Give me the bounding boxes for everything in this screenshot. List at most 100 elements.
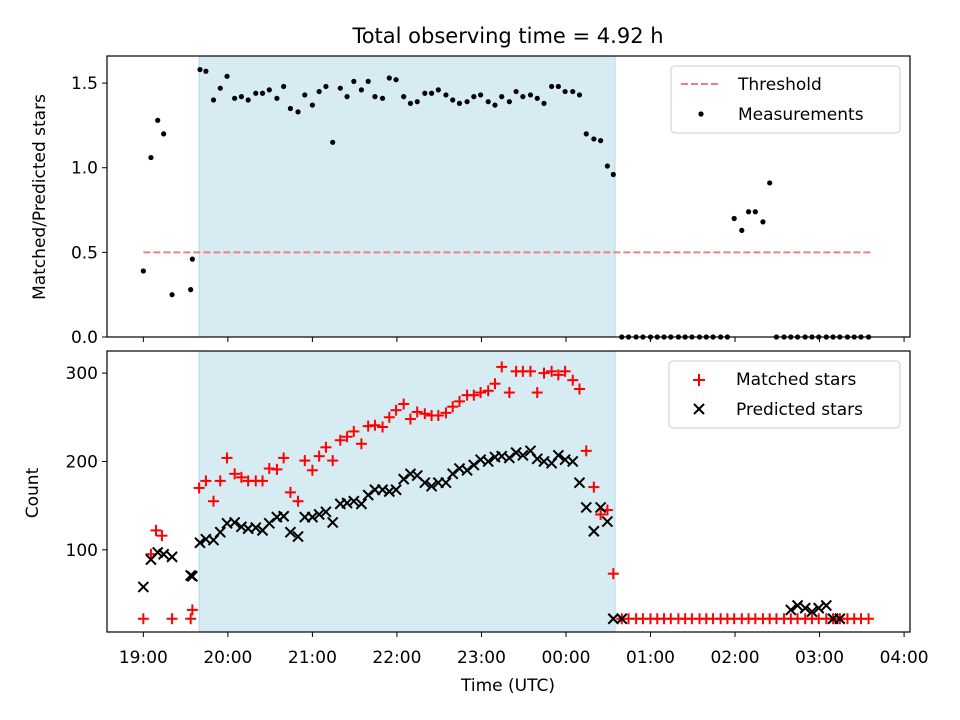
matched-star-point: [453, 395, 465, 407]
measurement-point: [344, 94, 350, 100]
x-tick-label: 20:00: [203, 648, 252, 668]
matched-star-point: [229, 468, 241, 480]
matched-star-point: [447, 401, 459, 413]
observing-window-shade: [198, 350, 616, 633]
predicted-star-point: [306, 511, 319, 523]
predicted-star-point: [482, 455, 494, 468]
measurement-point: [337, 85, 343, 91]
x-tick-label: 02:00: [711, 648, 760, 668]
measurement-point: [316, 88, 322, 95]
matched-star-point: [607, 568, 619, 580]
measurement-point: [739, 227, 745, 233]
predicted-star-point: [157, 548, 170, 560]
measurement-point: [217, 85, 223, 91]
measurement-point: [499, 94, 505, 100]
y-tick-label: 1.0: [71, 159, 98, 179]
predicted-star-point: [228, 516, 241, 529]
measurement-point: [541, 100, 547, 106]
measurement-point: [330, 139, 336, 145]
predicted-star-point: [517, 449, 529, 461]
x-tick-label: 23:00: [457, 648, 506, 668]
predicted-star-point: [404, 468, 417, 480]
measurement-point: [520, 94, 526, 100]
measurement-point: [570, 88, 576, 95]
predicted-star-point: [531, 453, 543, 465]
predicted-star-point: [214, 526, 226, 538]
matched-star-point: [863, 613, 875, 625]
matched-star-point: [341, 431, 353, 443]
x-axis-label: Time (UTC): [460, 676, 555, 696]
predicted-legend-label: Predicted stars: [736, 400, 863, 420]
matched-star-point: [257, 475, 269, 487]
predicted-star-point: [250, 522, 262, 534]
predicted-star-point: [510, 446, 522, 459]
matched-star-point: [166, 613, 178, 625]
matched-star-point: [475, 387, 487, 399]
predicted-star-point: [383, 485, 396, 498]
measurement-point: [358, 87, 365, 93]
matched-star-point: [580, 445, 592, 457]
matched-star-point: [327, 455, 339, 467]
predicted-star-point: [326, 516, 339, 529]
matched-star-point: [150, 524, 162, 536]
measurement-point: [274, 95, 280, 101]
top-y-axis-label: Matched/Predicted stars: [30, 94, 50, 300]
measurement-point: [224, 73, 230, 79]
top-plot-frame: [106, 55, 911, 338]
matched-star-point: [588, 481, 600, 493]
measurement-point: [583, 131, 589, 137]
threshold-legend-label: Threshold: [737, 75, 822, 95]
predicted-star-point: [785, 604, 797, 616]
matched-star-point: [186, 604, 198, 616]
y-tick-label: 0.5: [71, 243, 98, 263]
measurement-point: [309, 102, 315, 108]
matched-star-point: [185, 613, 197, 625]
chart-title: Total observing time = 4.92 h: [351, 24, 663, 48]
measurement-point: [323, 83, 329, 90]
measurement-point: [295, 109, 301, 115]
measurement-point: [169, 292, 175, 298]
x-tick-label: 01:00: [626, 648, 675, 668]
bottom-y-axis-label: Count: [23, 467, 43, 518]
predicted-star-point: [601, 515, 614, 528]
matched-star-point: [524, 365, 536, 377]
predicted-star-point: [813, 602, 825, 614]
matched-star-point: [383, 411, 395, 423]
predicted-star-point: [397, 473, 410, 485]
y-tick-label: 100: [66, 541, 98, 561]
predicted-star-point: [447, 468, 459, 480]
predicted-star-point: [341, 497, 353, 509]
y-tick-label: 0.0: [71, 328, 98, 348]
matched-star-point: [432, 410, 444, 422]
predicted-star-point: [194, 537, 206, 549]
x-tick-label: 22:00: [372, 648, 421, 668]
predicted-star-point: [791, 599, 804, 612]
predicted-star-point: [468, 459, 480, 471]
bottom-legend: Matched stars Predicted stars: [668, 360, 901, 429]
predicted-star-point: [166, 551, 178, 563]
measurement-point: [197, 66, 203, 73]
predicted-star-point: [320, 506, 332, 518]
measurement-point: [604, 163, 610, 169]
predicted-star-point: [799, 602, 811, 614]
top-legend: Threshold Measurements: [670, 65, 901, 134]
matched-star-point: [468, 389, 480, 401]
measurement-point: [443, 92, 449, 98]
matched-star-point: [306, 464, 318, 476]
matched-star-point: [546, 365, 558, 377]
matched-star-point: [419, 408, 431, 420]
bottom-plot-frame: [106, 350, 911, 633]
matched-star-point: [278, 452, 290, 464]
measurement-point: [407, 100, 414, 106]
matched-star-point: [193, 482, 205, 494]
predicted-star-point: [362, 489, 374, 501]
measurement-point: [287, 105, 294, 112]
measurement-point: [365, 78, 371, 84]
measurement-point: [527, 92, 534, 98]
predicted-star-point: [235, 521, 248, 533]
matched-star-point: [369, 419, 381, 431]
predicted-star-point: [355, 498, 368, 510]
matched-star-point: [221, 452, 233, 464]
matched-star-point: [284, 486, 296, 498]
predicted-star-point: [390, 484, 402, 496]
